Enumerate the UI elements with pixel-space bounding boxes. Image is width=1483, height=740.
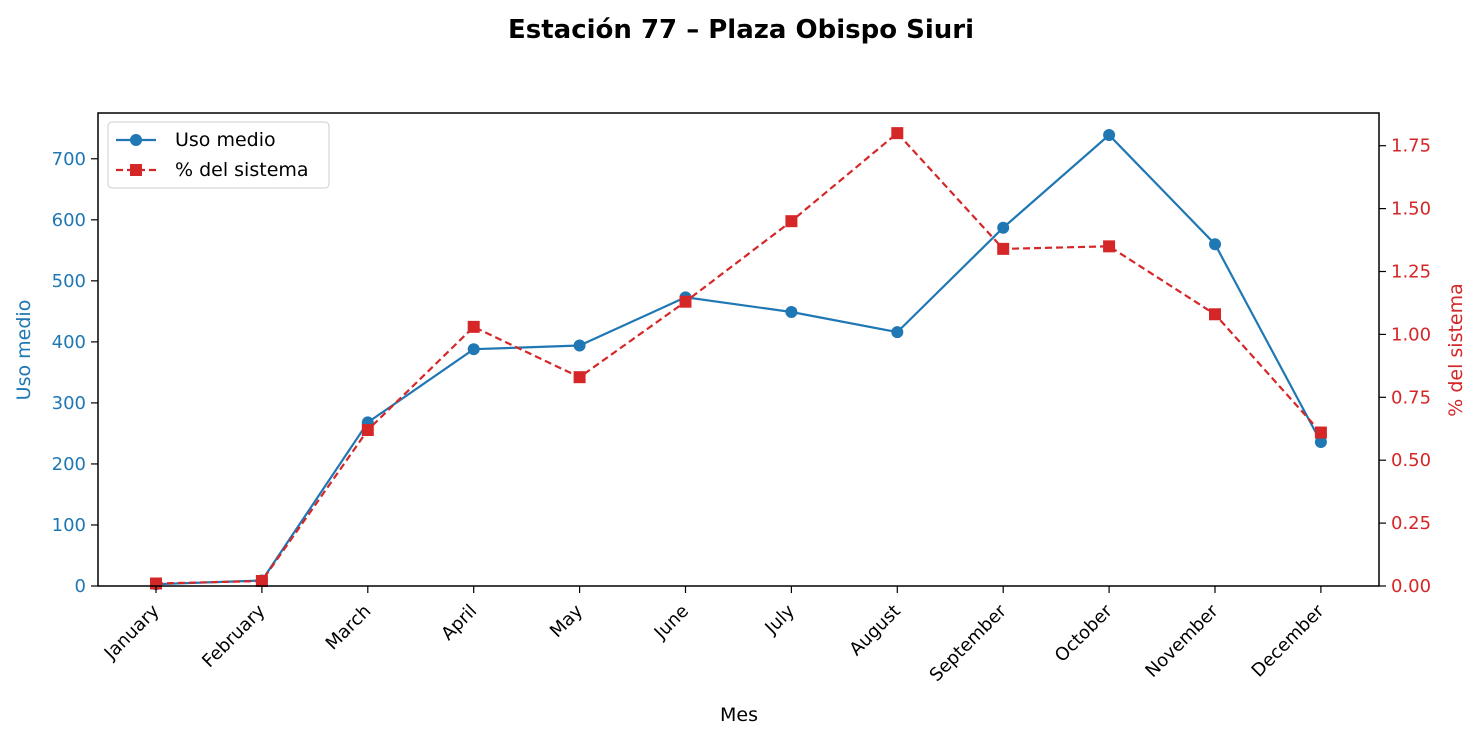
y-left-tick-label: 300 xyxy=(52,393,86,414)
y-left-tick-label: 0 xyxy=(75,576,86,597)
data-point-pct-sistema xyxy=(891,127,904,140)
y-axis-right: 0.00 0.25 0.50 0.75 1.00 1.25 1.50 1.75 xyxy=(1379,136,1431,597)
data-point-pct-sistema xyxy=(679,295,692,308)
y-axis-right-label: % del sistema xyxy=(1445,283,1467,417)
data-point-pct-sistema xyxy=(1209,308,1221,321)
x-tick-label: January xyxy=(100,600,164,664)
data-point-uso-medio xyxy=(891,326,904,339)
x-tick-label: April xyxy=(437,601,481,645)
y-right-tick-label: 0.75 xyxy=(1391,387,1431,408)
data-point-uso-medio xyxy=(997,221,1010,234)
legend-label-uso-medio: Uso medio xyxy=(175,129,276,151)
x-tick-label: February xyxy=(198,600,269,671)
y-right-tick-label: 1.50 xyxy=(1391,199,1431,220)
y-right-tick-label: 0.50 xyxy=(1391,450,1431,471)
data-point-uso-medio xyxy=(573,339,586,352)
series-line-uso-medio xyxy=(155,133,1322,586)
x-tick-label: September xyxy=(926,600,1012,686)
chart-title: Estación 77 – Plaza Obispo Siuri xyxy=(508,15,974,45)
y-right-tick-label: 0.25 xyxy=(1391,513,1431,534)
x-tick-label: December xyxy=(1248,600,1329,681)
y-right-tick-label: 1.25 xyxy=(1391,262,1431,283)
x-tick-label: March xyxy=(322,601,376,655)
data-point-pct-sistema xyxy=(573,371,586,384)
y-axis-left: 0 100 200 300 400 500 600 700 xyxy=(52,149,98,597)
y-right-tick-label: 1.00 xyxy=(1391,324,1431,345)
x-tick-label: June xyxy=(650,601,693,644)
y-right-tick-label: 0.00 xyxy=(1391,576,1431,597)
y-left-tick-label: 700 xyxy=(52,149,86,170)
data-point-pct-sistema xyxy=(361,424,374,437)
y-axis-left-label: Uso medio xyxy=(13,300,35,401)
y-left-tick-label: 600 xyxy=(52,210,86,231)
y-left-tick-label: 100 xyxy=(52,515,86,536)
plot-area xyxy=(150,127,1327,591)
x-tick-label: November xyxy=(1141,600,1222,681)
legend-box xyxy=(107,121,330,189)
y-left-tick-label: 400 xyxy=(52,332,86,353)
data-point-uso-medio xyxy=(1314,435,1327,448)
plot-frame xyxy=(97,112,1380,587)
y-left-tick-label: 200 xyxy=(52,454,86,475)
data-point-pct-sistema xyxy=(467,320,480,333)
x-tick-label: July xyxy=(760,600,799,639)
data-point-pct-sistema xyxy=(997,242,1010,255)
data-point-pct-sistema xyxy=(1103,240,1116,253)
legend-label-pct-sistema: % del sistema xyxy=(175,159,309,181)
x-tick-label: October xyxy=(1051,600,1117,666)
data-point-uso-medio xyxy=(785,305,798,318)
x-axis-label: Mes xyxy=(720,704,758,726)
y-right-tick-label: 1.75 xyxy=(1391,136,1431,157)
data-point-uso-medio xyxy=(1209,238,1221,251)
series-line-pct-sistema xyxy=(155,131,1322,585)
x-axis: January February March April May June July Augu… xyxy=(100,586,1329,686)
legend-marker-pct-sistema xyxy=(130,164,142,176)
data-point-uso-medio xyxy=(467,343,480,356)
data-point-pct-sistema xyxy=(255,574,268,587)
legend-marker-uso-medio xyxy=(130,134,142,146)
data-point-pct-sistema xyxy=(785,215,798,228)
y-left-tick-label: 500 xyxy=(52,271,86,292)
legend: Uso medio % del sistema xyxy=(107,121,330,189)
x-tick-label: May xyxy=(546,600,587,641)
data-point-pct-sistema xyxy=(1314,426,1327,439)
data-point-uso-medio xyxy=(1103,128,1116,141)
x-tick-label: August xyxy=(845,601,904,660)
